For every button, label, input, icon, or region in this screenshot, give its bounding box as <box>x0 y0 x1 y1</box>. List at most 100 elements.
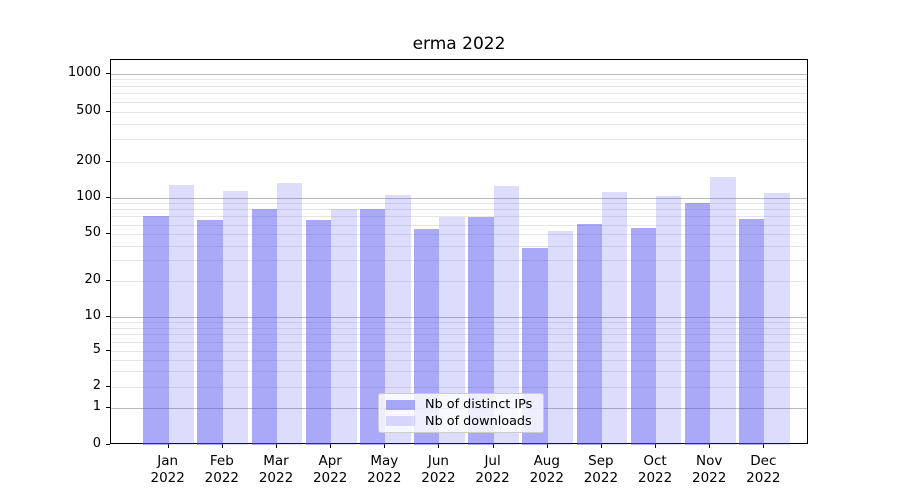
x-tick-mark <box>492 444 494 448</box>
y-tick-mark <box>106 315 110 317</box>
bar-distinct-ips-nov <box>684 202 711 445</box>
gridline-100 <box>111 197 807 199</box>
x-tick-mark <box>438 444 440 448</box>
x-tick-label-nov: Nov 2022 <box>692 453 727 486</box>
gridline-400 <box>111 123 807 125</box>
y-tick-mark <box>106 110 110 112</box>
bar-downloads-nov <box>710 177 736 445</box>
x-tick-mark <box>167 444 169 448</box>
gridlines-layer <box>111 60 807 443</box>
bars-layer <box>111 60 807 445</box>
bar-downloads-dec <box>764 192 790 445</box>
y-tick-label: 0 <box>92 436 101 451</box>
gridline-900 <box>111 79 807 81</box>
bar-distinct-ips-dec <box>738 218 765 445</box>
y-tick-mark <box>106 279 110 281</box>
gridline-2 <box>111 386 807 388</box>
gridline-1000 <box>111 73 807 75</box>
y-tick-label: 500 <box>76 102 101 118</box>
y-tick-mark <box>106 160 110 162</box>
y-tick-label: 5 <box>92 342 101 357</box>
gridline-300 <box>111 139 807 141</box>
gridline-40 <box>111 245 807 247</box>
y-tick-label: 100 <box>76 188 101 204</box>
gridline-200 <box>111 161 807 163</box>
bar-downloads-mar <box>277 183 303 445</box>
bar-distinct-ips-sep <box>576 223 602 445</box>
bar-distinct-ips-jan <box>143 216 169 445</box>
legend-row-downloads: Nb of downloads <box>386 414 536 429</box>
x-tick-label-apr: Apr 2022 <box>312 453 348 486</box>
y-tick-mark <box>106 72 110 74</box>
x-tick-mark <box>221 444 223 448</box>
x-tick-label-feb: Feb 2022 <box>204 453 240 486</box>
legend-label-distinct-ips: Nb of distinct IPs <box>425 397 533 413</box>
x-tick-mark <box>709 444 711 448</box>
gridline-700 <box>111 93 807 95</box>
bar-downloads-sep <box>601 191 628 445</box>
y-tick-label: 20 <box>84 271 101 287</box>
bar-downloads-aug <box>547 231 574 445</box>
x-tick-label-may: May 2022 <box>367 453 402 486</box>
y-tick-label: 1000 <box>67 64 101 80</box>
gridline-8 <box>111 327 807 329</box>
x-tick-label-jun: Jun 2022 <box>421 453 456 486</box>
x-tick-mark <box>763 444 765 448</box>
y-tick-mark <box>106 385 110 387</box>
y-tick-label: 2 <box>92 377 101 393</box>
gridline-20 <box>111 280 807 282</box>
gridline-5 <box>111 351 807 352</box>
x-tick-label-jul: Jul 2022 <box>475 453 510 486</box>
legend-row-distinct-ips: Nb of distinct IPs <box>386 397 536 412</box>
gridline-3 <box>111 370 807 372</box>
x-tick-label-mar: Mar 2022 <box>258 453 294 486</box>
gridline-600 <box>111 101 807 103</box>
x-tick-label-jan: Jan 2022 <box>150 453 185 486</box>
x-tick-label-oct: Oct 2022 <box>637 453 673 486</box>
gridline-80 <box>111 209 807 211</box>
bar-distinct-ips-apr <box>305 220 332 445</box>
gridline-7 <box>111 334 807 336</box>
x-tick-mark <box>276 444 277 448</box>
y-tick-mark <box>106 444 110 445</box>
gridline-30 <box>111 260 807 262</box>
gridline-6 <box>111 341 807 343</box>
y-tick-label: 1 <box>92 399 101 415</box>
legend-label-downloads: Nb of downloads <box>425 413 532 429</box>
plot-area <box>110 59 808 445</box>
y-tick-label: 200 <box>76 152 101 168</box>
y-tick-mark <box>106 233 110 235</box>
y-tick-mark <box>106 350 110 351</box>
x-tick-mark <box>330 444 332 448</box>
x-tick-mark <box>600 444 602 448</box>
gridline-500 <box>111 111 807 113</box>
x-tick-label-aug: Aug 2022 <box>529 453 564 486</box>
gridline-10 <box>111 316 807 318</box>
x-tick-mark <box>546 444 548 448</box>
x-tick-mark <box>655 444 657 448</box>
y-tick-mark <box>106 196 110 198</box>
y-tick-mark <box>106 407 110 409</box>
bar-distinct-ips-oct <box>630 228 657 445</box>
y-tick-label: 50 <box>84 225 101 241</box>
x-tick-mark <box>384 444 386 448</box>
y-tick-label: 10 <box>84 307 101 323</box>
bar-downloads-oct <box>656 195 682 445</box>
legend-swatch-downloads <box>386 416 415 427</box>
gridline-90 <box>111 203 807 205</box>
chart-title: erma 2022 <box>412 34 506 54</box>
x-tick-label-sep: Sep 2022 <box>583 453 619 486</box>
gridline-800 <box>111 85 807 87</box>
gridline-9 <box>111 321 807 323</box>
bar-distinct-ips-feb <box>197 220 223 445</box>
bar-downloads-jan <box>168 185 195 445</box>
bar-downloads-apr <box>331 208 357 445</box>
bar-downloads-feb <box>222 191 249 445</box>
gridline-50 <box>111 234 807 236</box>
bar-distinct-ips-mar <box>251 209 277 445</box>
legend: Nb of distinct IPs Nb of downloads <box>378 393 544 433</box>
gridline-60 <box>111 224 807 226</box>
x-tick-label-dec: Dec 2022 <box>746 453 781 486</box>
gridline-70 <box>111 216 807 218</box>
